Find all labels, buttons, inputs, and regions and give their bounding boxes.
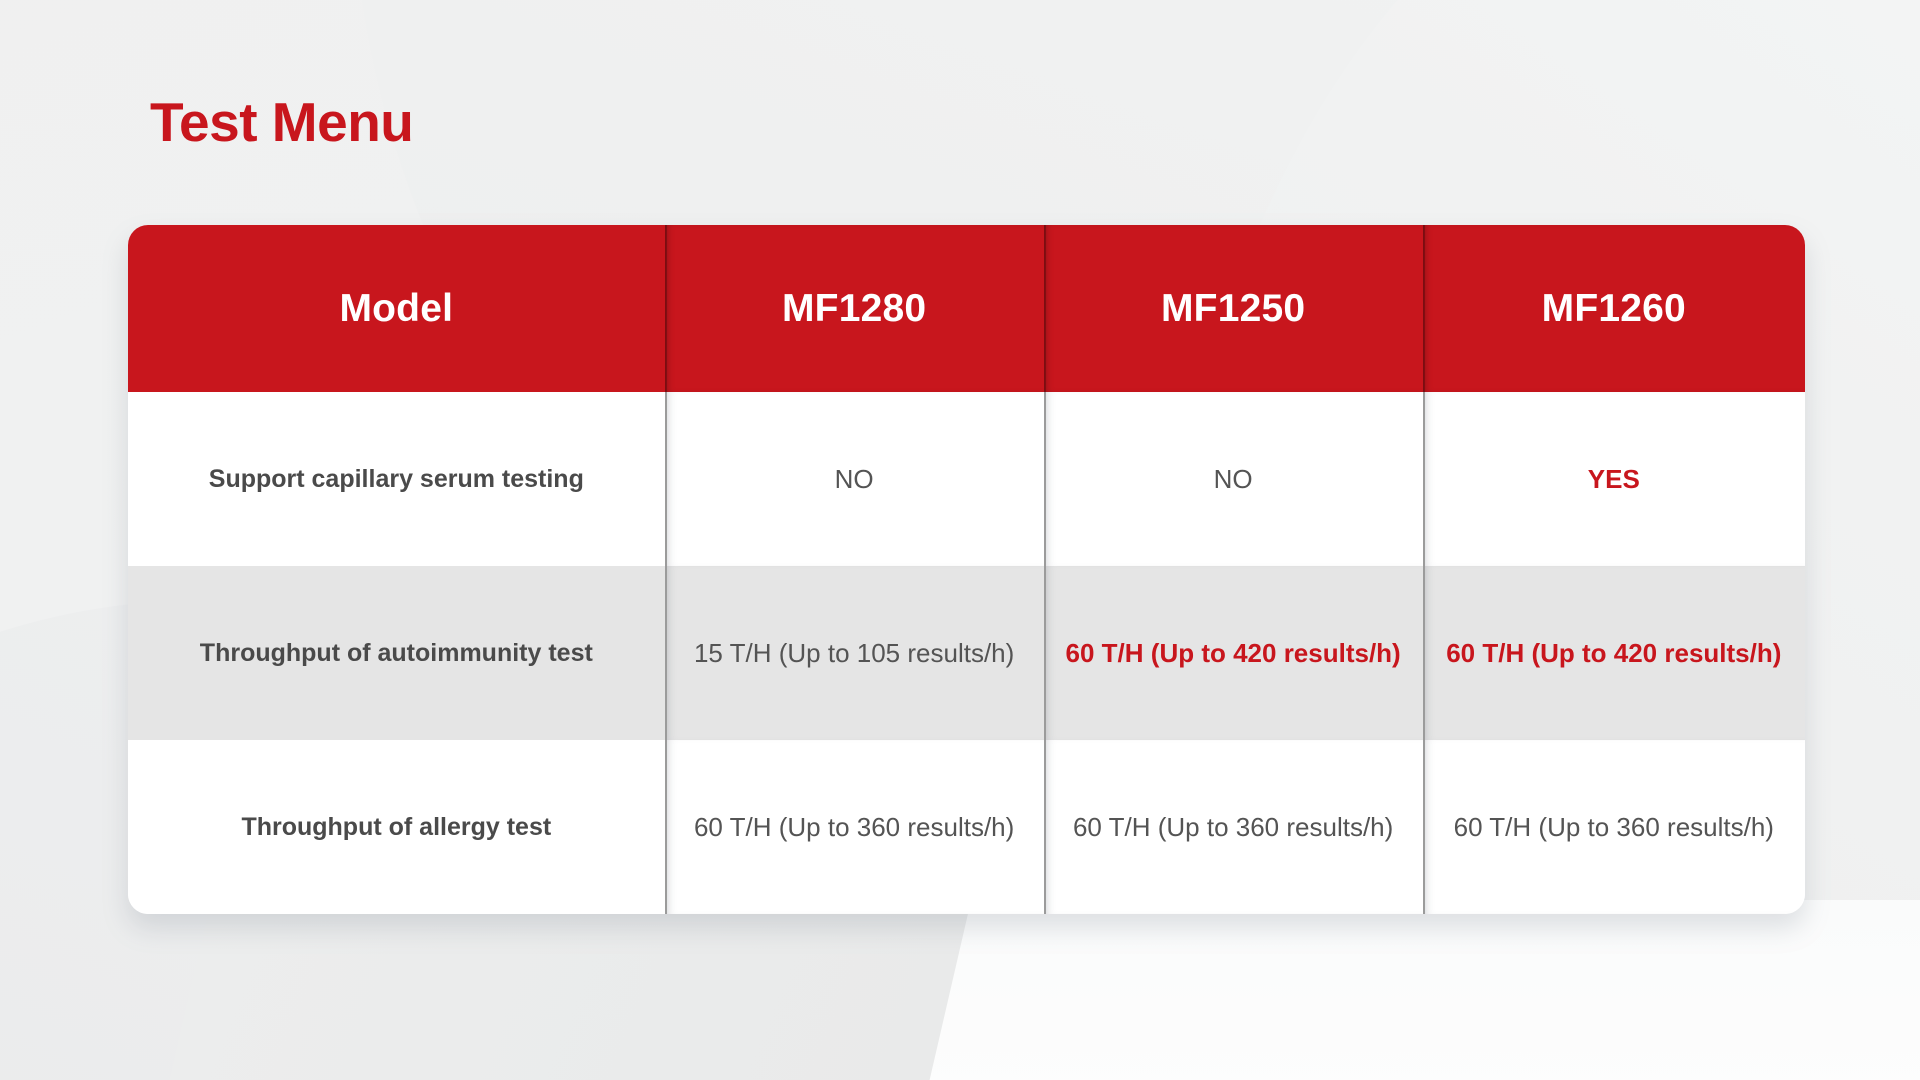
column-header-label: MF1260 bbox=[1541, 286, 1686, 330]
column-header-label: Model bbox=[339, 286, 454, 330]
column-header-mf1280: MF1280 bbox=[664, 225, 1044, 392]
column-header-model: Model bbox=[128, 225, 665, 392]
table-cell: 60 T/H (Up to 360 results/h) bbox=[1043, 740, 1423, 914]
cell-value: 60 T/H (Up to 420 results/h) bbox=[1065, 637, 1401, 668]
column-header-mf1250: MF1250 bbox=[1043, 225, 1423, 392]
cell-value: YES bbox=[1587, 463, 1640, 494]
cell-value: NO bbox=[1213, 463, 1253, 494]
table-cell: 60 T/H (Up to 360 results/h) bbox=[1422, 740, 1805, 914]
column-header-mf1260: MF1260 bbox=[1422, 225, 1805, 392]
table-row: Support capillary serum testing NO NO YE… bbox=[128, 392, 1805, 566]
cell-value: NO bbox=[834, 463, 874, 494]
table-cell: 60 T/H (Up to 420 results/h) bbox=[1043, 566, 1423, 740]
table-cell: YES bbox=[1422, 392, 1805, 566]
cell-value: 60 T/H (Up to 360 results/h) bbox=[1072, 811, 1394, 842]
table-header-row: Model MF1280 MF1250 MF1260 bbox=[128, 225, 1805, 392]
column-header-label: MF1250 bbox=[1160, 286, 1306, 330]
table-cell: NO bbox=[664, 392, 1044, 566]
row-label: Throughput of autoimmunity test bbox=[199, 638, 593, 667]
table-row: Throughput of autoimmunity test 15 T/H (… bbox=[128, 566, 1805, 740]
cell-value: 60 T/H (Up to 360 results/h) bbox=[1453, 811, 1774, 842]
comparison-table: Model MF1280 MF1250 MF1260 Support capil… bbox=[128, 225, 1805, 914]
table-cell: NO bbox=[1043, 392, 1423, 566]
row-label-cell: Throughput of allergy test bbox=[128, 740, 665, 914]
row-label: Throughput of allergy test bbox=[241, 812, 552, 841]
row-label-cell: Support capillary serum testing bbox=[128, 392, 665, 566]
table-cell: 60 T/H (Up to 360 results/h) bbox=[664, 740, 1044, 914]
cell-value: 60 T/H (Up to 420 results/h) bbox=[1446, 637, 1782, 668]
table-cell: 60 T/H (Up to 420 results/h) bbox=[1422, 566, 1805, 740]
table-row: Throughput of allergy test 60 T/H (Up to… bbox=[128, 740, 1805, 914]
row-label: Support capillary serum testing bbox=[208, 464, 584, 493]
row-label-cell: Throughput of autoimmunity test bbox=[128, 566, 665, 740]
cell-value: 60 T/H (Up to 360 results/h) bbox=[693, 811, 1015, 842]
table-cell: 15 T/H (Up to 105 results/h) bbox=[664, 566, 1044, 740]
column-header-label: MF1280 bbox=[781, 286, 927, 330]
page-title: Test Menu bbox=[150, 91, 414, 153]
cell-value: 15 T/H (Up to 105 results/h) bbox=[693, 637, 1015, 668]
